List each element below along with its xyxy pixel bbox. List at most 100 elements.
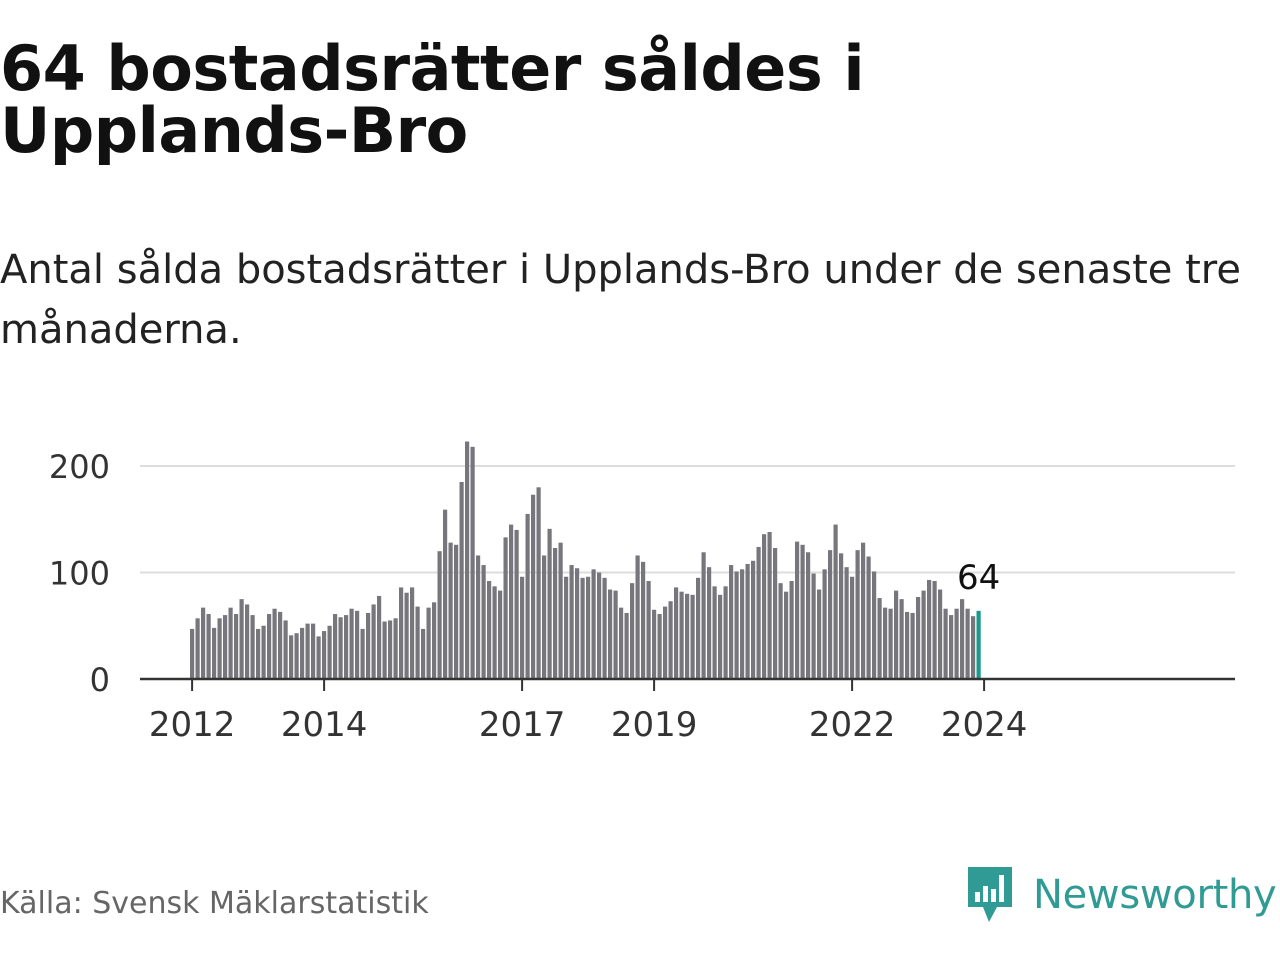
bar — [415, 606, 420, 679]
bar — [690, 594, 695, 679]
bar — [932, 581, 937, 679]
bar — [580, 577, 585, 679]
bar — [437, 551, 442, 679]
bar — [679, 591, 684, 679]
bar — [905, 611, 910, 679]
x-tick-label: 2014 — [281, 705, 368, 745]
brand: Newsworthy — [965, 864, 1277, 926]
bar — [509, 524, 514, 679]
bar — [740, 569, 745, 679]
bar — [668, 601, 673, 679]
bar — [822, 569, 827, 679]
bar — [558, 542, 563, 679]
bar — [492, 586, 497, 679]
bar — [432, 602, 437, 679]
bar — [833, 524, 838, 679]
bar — [745, 563, 750, 679]
bar — [630, 583, 635, 679]
bars — [190, 441, 981, 680]
bar — [322, 631, 327, 679]
bar — [850, 576, 855, 679]
bar — [481, 565, 486, 679]
bar — [729, 565, 734, 679]
bar — [360, 628, 365, 679]
bar — [498, 590, 503, 679]
bar — [701, 552, 706, 679]
bar — [723, 586, 728, 679]
source-note: Källa: Svensk Mäklarstatistik — [0, 886, 429, 921]
bar — [641, 561, 646, 679]
x-tick-label: 2019 — [611, 705, 698, 745]
bar — [872, 571, 877, 679]
bar — [234, 614, 239, 679]
bar — [190, 628, 195, 679]
bar — [894, 590, 899, 679]
bar — [470, 446, 475, 679]
bar — [327, 625, 332, 679]
bar — [657, 614, 662, 679]
y-tick-label: 200 — [49, 448, 110, 486]
last-value-label: 64 — [957, 558, 1000, 598]
bar — [366, 612, 371, 679]
bar — [817, 589, 822, 679]
bar — [311, 623, 316, 679]
chart-subtitle: Antal sålda bostadsrätter i Upplands-Bro… — [0, 247, 1241, 353]
x-axis: 2012 2014 2017 2019 2022 2024 — [140, 677, 1235, 745]
bar — [861, 542, 866, 679]
x-tick-label: 2012 — [149, 705, 236, 745]
bar — [569, 565, 574, 679]
bar-highlight — [976, 610, 981, 679]
bar — [795, 541, 800, 679]
bar — [520, 576, 525, 679]
bar — [613, 590, 618, 679]
bar — [267, 614, 272, 679]
bar — [283, 620, 288, 679]
bar — [839, 553, 844, 679]
bar — [371, 604, 376, 679]
bar — [476, 555, 481, 679]
bar — [514, 529, 519, 679]
bar — [916, 597, 921, 679]
bar — [377, 595, 382, 679]
bar — [756, 546, 761, 679]
bar — [338, 617, 343, 679]
bar — [217, 618, 222, 679]
bar — [333, 614, 338, 679]
bar — [195, 618, 200, 679]
bar — [910, 612, 915, 679]
bar — [553, 548, 558, 679]
bar — [272, 608, 277, 679]
bar — [245, 604, 250, 679]
bar — [635, 555, 640, 679]
bar — [877, 598, 882, 679]
bar — [250, 615, 255, 679]
bar-chart: 0 100 200 2012 2014 2017 2019 2022 2024 64 — [49, 441, 1235, 745]
bar — [261, 625, 266, 679]
bar — [278, 611, 283, 679]
bar — [399, 587, 404, 679]
bar — [646, 581, 651, 679]
x-tick-label: 2017 — [479, 705, 566, 745]
bar — [542, 555, 547, 679]
bar — [503, 537, 508, 679]
bar — [575, 568, 580, 679]
bar — [201, 607, 206, 679]
bar — [751, 560, 756, 679]
bar — [789, 581, 794, 679]
bar — [289, 635, 294, 679]
bar — [355, 610, 360, 679]
bar — [778, 583, 783, 679]
bar — [382, 621, 387, 679]
bar — [855, 550, 860, 679]
bar — [454, 544, 459, 679]
bar — [531, 494, 536, 679]
bar — [899, 599, 904, 680]
newsworthy-logo-icon — [968, 867, 1012, 922]
bar — [459, 481, 464, 679]
bar — [602, 577, 607, 679]
bar — [921, 590, 926, 679]
bar — [943, 608, 948, 679]
bar — [888, 608, 893, 679]
bar — [883, 607, 888, 679]
bar — [960, 599, 965, 680]
